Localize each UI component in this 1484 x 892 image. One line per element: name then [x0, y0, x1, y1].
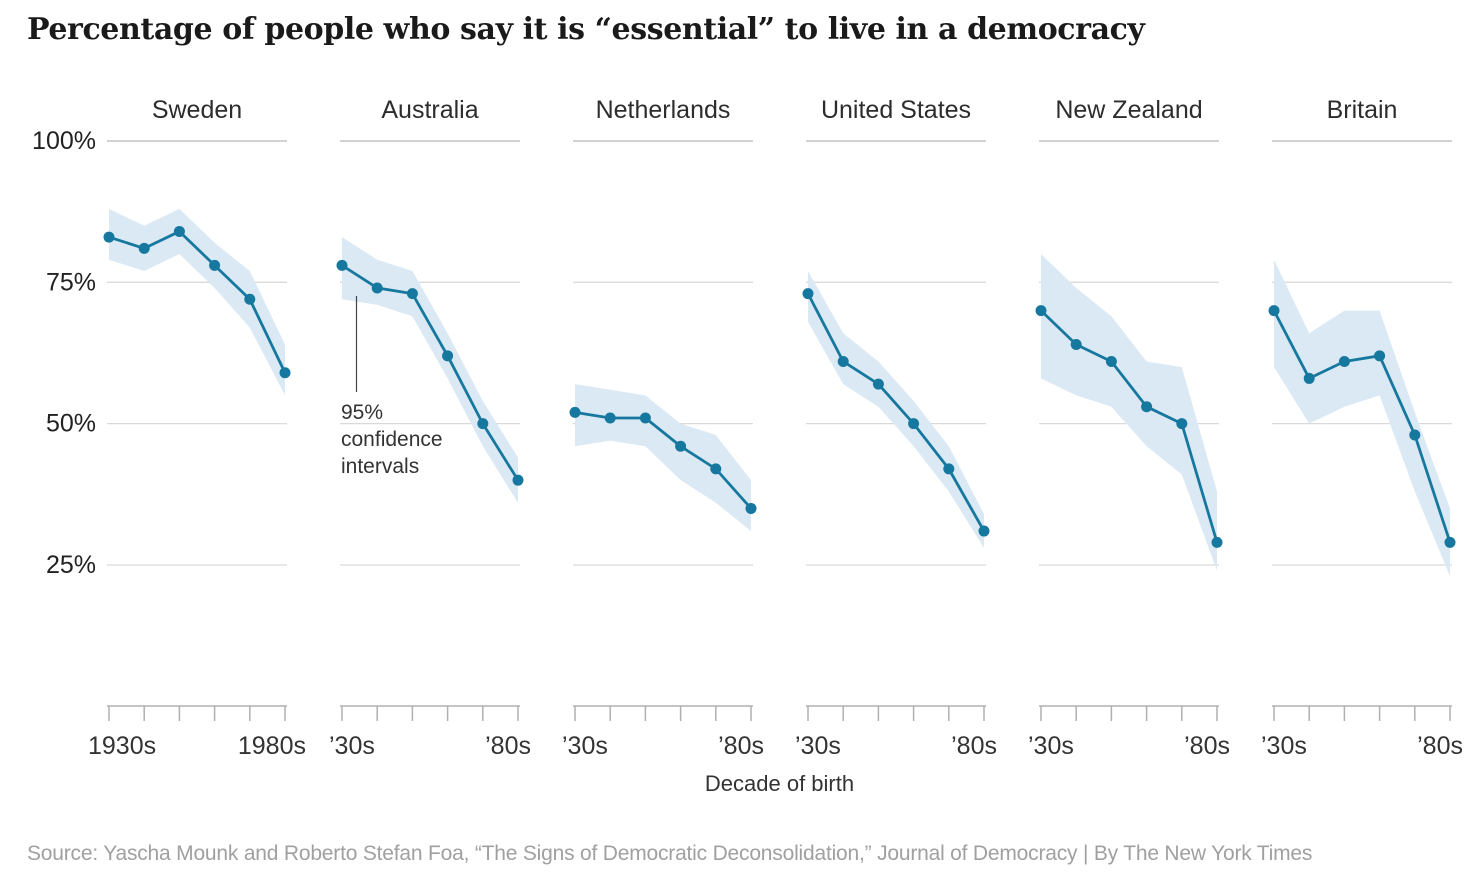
data-point: [745, 502, 757, 514]
panel-title: Netherlands: [596, 96, 731, 124]
data-point: [908, 418, 920, 430]
ci-annotation-line-3: intervals: [341, 455, 420, 478]
ci-annotation-line-2: confidence: [341, 428, 443, 451]
data-point: [872, 378, 884, 390]
data-point: [279, 367, 291, 379]
data-point: [173, 225, 185, 237]
chart-title: Percentage of people who say it is “esse…: [27, 12, 1145, 47]
data-point: [675, 440, 687, 452]
x-tick-label: 1980s: [238, 732, 306, 760]
x-axis: [107, 705, 287, 721]
x-tick-label: ’80s: [718, 732, 764, 760]
x-tick-label: ’30s: [1028, 732, 1074, 760]
y-tick-label: 50%: [46, 410, 96, 438]
x-tick-label: ’30s: [562, 732, 608, 760]
data-point: [604, 412, 616, 424]
panel-title: New Zealand: [1055, 96, 1202, 124]
data-point: [837, 355, 849, 367]
x-axis-title: Decade of birth: [704, 771, 855, 796]
trend-line: [340, 263, 520, 482]
trend-line: [806, 292, 986, 533]
trend-line: [1039, 309, 1219, 544]
data-point: [103, 231, 115, 243]
data-point: [1141, 401, 1153, 413]
x-tick-label: ’80s: [1184, 732, 1230, 760]
data-point: [336, 259, 348, 271]
source-credit: Source: Yascha Mounk and Roberto Stefan …: [27, 842, 1313, 865]
data-point: [710, 463, 722, 475]
trend-line: [573, 410, 753, 510]
data-point: [1105, 355, 1117, 367]
panel-title: United States: [821, 96, 971, 124]
data-point: [943, 463, 955, 475]
data-point: [1035, 305, 1047, 317]
data-point: [477, 418, 489, 430]
data-point: [244, 293, 256, 305]
confidence-band: [1274, 259, 1450, 577]
confidence-band: [342, 237, 518, 503]
confidence-band: [808, 271, 984, 549]
data-point: [1211, 536, 1223, 548]
x-axis: [806, 705, 986, 721]
data-point: [1303, 372, 1315, 384]
confidence-band: [575, 384, 751, 532]
x-axis: [1272, 705, 1452, 721]
x-tick-label: ’30s: [1261, 732, 1307, 760]
data-point: [1176, 418, 1188, 430]
data-point: [209, 259, 221, 271]
data-point: [371, 282, 383, 294]
data-point: [138, 242, 150, 254]
data-point: [978, 525, 990, 537]
data-point: [1338, 355, 1350, 367]
x-axis: [1039, 705, 1219, 721]
data-point: [512, 474, 524, 486]
data-point: [1374, 350, 1386, 362]
data-point: [1409, 429, 1421, 441]
x-tick-label: ’30s: [795, 732, 841, 760]
x-tick-label: ’80s: [1417, 732, 1463, 760]
x-axis: [573, 705, 753, 721]
data-point: [639, 412, 651, 424]
x-axis: [340, 705, 520, 721]
panel-title: Sweden: [152, 96, 242, 124]
ci-annotation-line-1: 95%: [341, 401, 384, 424]
x-tick-label: ’30s: [329, 732, 375, 760]
x-tick-label: ’80s: [485, 732, 531, 760]
data-point: [802, 288, 814, 300]
data-point: [406, 288, 418, 300]
data-point: [1268, 305, 1280, 317]
ci-annotation-label: 95% confidence intervals: [341, 399, 443, 480]
data-point: [1444, 536, 1456, 548]
x-tick-label: 1930s: [88, 732, 156, 760]
panel-title: Britain: [1327, 96, 1398, 124]
data-point: [442, 350, 454, 362]
y-tick-label: 25%: [46, 551, 96, 579]
panel-title: Australia: [381, 96, 478, 124]
trend-line: [1272, 309, 1452, 544]
confidence-band: [109, 208, 285, 396]
trend-line: [107, 230, 287, 375]
y-tick-label: 75%: [46, 268, 96, 296]
data-point: [569, 406, 581, 418]
x-tick-label: ’80s: [951, 732, 997, 760]
y-tick-label: 100%: [32, 127, 96, 155]
data-point: [1070, 339, 1082, 351]
confidence-band: [1041, 254, 1217, 571]
